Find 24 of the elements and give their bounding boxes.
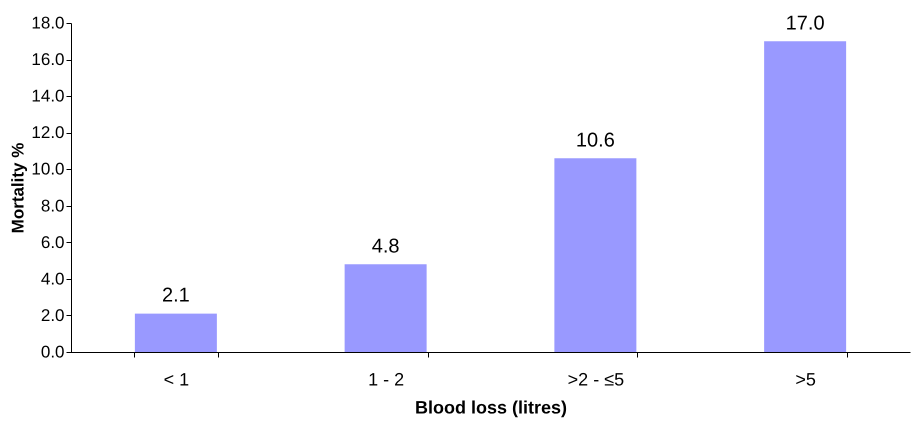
x-axis-title: Blood loss (litres): [414, 398, 568, 418]
y-tick-label: 18.0: [31, 14, 64, 32]
data-label: 10.6: [576, 129, 615, 152]
data-label: 17.0: [786, 12, 825, 34]
y-tick-label: 8.0: [40, 196, 64, 216]
x-tick-label: >2 - ≤5: [568, 370, 624, 390]
bar: [764, 41, 846, 352]
y-tick-label: 6.0: [40, 232, 64, 252]
y-tick-label: 0.0: [40, 342, 64, 362]
bar: [134, 314, 217, 352]
y-tick-label: 14.0: [31, 86, 64, 106]
y-axis-title: Mortality %: [8, 142, 28, 234]
data-label: 4.8: [372, 235, 400, 258]
y-tick-label: 10.0: [31, 160, 64, 179]
data-label: 2.1: [162, 284, 190, 307]
x-tick-label: < 1: [164, 370, 190, 390]
bar: [344, 264, 427, 352]
y-tick-label: 4.0: [40, 269, 64, 288]
bar: [554, 158, 636, 352]
y-tick-label: 16.0: [31, 50, 64, 70]
y-tick-label: 2.0: [40, 306, 64, 325]
y-tick-label: 12.0: [31, 123, 64, 142]
x-tick-label: 1 - 2: [368, 370, 404, 390]
x-tick-label: >5: [795, 370, 816, 390]
